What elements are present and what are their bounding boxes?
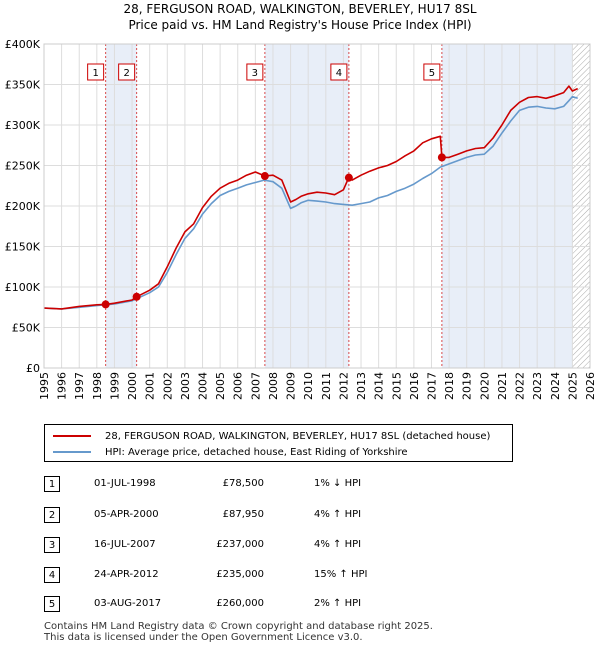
sale-label-number: 4 bbox=[336, 68, 342, 79]
transaction-price: £235,000 bbox=[216, 569, 264, 580]
footer-copyright: Contains HM Land Registry data © Crown c… bbox=[44, 621, 433, 632]
x-tick-label: 2026 bbox=[584, 372, 597, 400]
x-tick-label: 1996 bbox=[56, 372, 69, 400]
x-tick-label: 2020 bbox=[478, 372, 491, 400]
x-tick-label: 2024 bbox=[549, 372, 562, 400]
transaction-date: 03-AUG-2017 bbox=[94, 598, 162, 609]
hpi-line bbox=[43, 95, 578, 310]
transaction-number: 3 bbox=[44, 537, 60, 553]
legend: 28, FERGUSON ROAD, WALKINGTON, BEVERLEY,… bbox=[44, 424, 513, 462]
y-tick-label: £50K bbox=[12, 322, 41, 335]
x-tick-label: 2022 bbox=[514, 372, 527, 400]
transaction-number: 1 bbox=[44, 476, 60, 492]
x-tick-label: 2010 bbox=[302, 372, 315, 400]
price-chart: 1 2 3 4 5 £0 £50K £100K £150K £200K £250K £300K £35… bbox=[5, 38, 597, 400]
transaction-price: £237,000 bbox=[216, 539, 264, 550]
sale-label-box bbox=[87, 63, 105, 81]
x-tick-label: 2002 bbox=[161, 372, 174, 400]
x-tick-label: 2000 bbox=[126, 372, 139, 400]
series bbox=[43, 85, 579, 310]
plot-frame bbox=[43, 43, 591, 369]
transaction-date: 05-APR-2000 bbox=[94, 509, 159, 520]
x-tick-label: 2003 bbox=[179, 372, 192, 400]
x-tick-label: 2007 bbox=[249, 372, 262, 400]
sale-label-number: 5 bbox=[429, 68, 435, 79]
transaction-number: 4 bbox=[44, 567, 60, 583]
sale-point bbox=[101, 300, 110, 309]
transaction-hpi: 15% ↑ HPI bbox=[314, 569, 368, 580]
x-tick-label: 2025 bbox=[566, 372, 579, 400]
x-tick-label: 2019 bbox=[461, 372, 474, 400]
legend-hpi-label: HPI: Average price, detached house, East… bbox=[105, 446, 408, 458]
sale-label-number: 2 bbox=[123, 68, 129, 79]
x-tick-label: 2013 bbox=[355, 372, 368, 400]
x-tick-label: 2012 bbox=[337, 372, 350, 400]
y-tick-label: £250K bbox=[5, 160, 41, 173]
sale-point bbox=[344, 173, 353, 182]
y-tick-label: £400K bbox=[5, 38, 41, 51]
sale-markers bbox=[101, 153, 446, 309]
legend-hpi-swatch bbox=[53, 451, 91, 453]
x-tick-label: 2008 bbox=[267, 372, 280, 400]
sale-label-number: 1 bbox=[92, 68, 98, 79]
transaction-date: 01-JUL-1998 bbox=[94, 478, 156, 489]
x-tick-label: 2016 bbox=[408, 372, 421, 400]
sale-label-box bbox=[330, 63, 348, 81]
x-tick-label: 2005 bbox=[214, 372, 227, 400]
transaction-date: 16-JUL-2007 bbox=[94, 539, 156, 550]
sale-point bbox=[260, 172, 269, 181]
x-tick-label: 2011 bbox=[320, 372, 333, 400]
y-tick-label: £150K bbox=[5, 241, 41, 254]
sale-label-number: 3 bbox=[252, 68, 258, 79]
transaction-hpi: 4% ↑ HPI bbox=[314, 539, 362, 550]
x-tick-label: 1995 bbox=[38, 372, 51, 400]
x-tick-label: 1997 bbox=[73, 372, 86, 400]
chart-title-line1: 28, FERGUSON ROAD, WALKINGTON, BEVERLEY,… bbox=[123, 2, 477, 16]
legend-item-hpi: HPI: Average price, detached house, East… bbox=[53, 444, 408, 460]
sale-labels: 1 2 3 4 5 bbox=[87, 63, 441, 81]
x-tick-label: 2023 bbox=[531, 372, 544, 400]
sale-label-box bbox=[423, 63, 441, 81]
x-tick-label: 2004 bbox=[197, 372, 210, 400]
x-tick-label: 2017 bbox=[425, 372, 438, 400]
sale-vlines bbox=[105, 44, 443, 368]
x-tick-label: 2018 bbox=[443, 372, 456, 400]
y-tick-label: £350K bbox=[5, 79, 41, 92]
x-tick-label: 2014 bbox=[373, 372, 386, 400]
legend-property-label: 28, FERGUSON ROAD, WALKINGTON, BEVERLEY,… bbox=[105, 430, 491, 442]
y-tick-label: £0 bbox=[26, 362, 40, 375]
footer-license: This data is licensed under the Open Gov… bbox=[44, 632, 363, 643]
x-tick-label: 2009 bbox=[285, 372, 298, 400]
legend-item-property: 28, FERGUSON ROAD, WALKINGTON, BEVERLEY,… bbox=[53, 428, 490, 444]
transaction-price: £87,950 bbox=[222, 509, 264, 520]
sale-label-box bbox=[246, 63, 264, 81]
x-tick-label: 2015 bbox=[390, 372, 403, 400]
x-tick-label: 2021 bbox=[496, 372, 509, 400]
y-tick-label: £200K bbox=[5, 200, 41, 213]
x-tick-label: 1998 bbox=[91, 372, 104, 400]
transaction-price: £260,000 bbox=[216, 598, 264, 609]
transaction-date: 24-APR-2012 bbox=[94, 569, 159, 580]
y-tick-label: £300K bbox=[5, 119, 41, 132]
transaction-number: 5 bbox=[44, 596, 60, 612]
x-tick-label: 1999 bbox=[108, 372, 121, 400]
transaction-hpi: 4% ↑ HPI bbox=[314, 509, 362, 520]
legend-property-swatch bbox=[53, 435, 91, 437]
x-tick-label: 2006 bbox=[232, 372, 245, 400]
y-tick-label: £100K bbox=[5, 281, 41, 294]
transaction-hpi: 1% ↓ HPI bbox=[314, 478, 362, 489]
transaction-price: £78,500 bbox=[222, 478, 264, 489]
x-tick-label: 2001 bbox=[144, 372, 157, 400]
sale-label-box bbox=[118, 63, 136, 81]
axes: £0 £50K £100K £150K £200K £250K £300K £350K £400… bbox=[5, 38, 597, 400]
sale-point bbox=[132, 292, 141, 301]
sale-point bbox=[437, 153, 446, 162]
chart-title-line2: Price paid vs. HM Land Registry's House … bbox=[128, 18, 472, 32]
transaction-number: 2 bbox=[44, 507, 60, 523]
property-price-line bbox=[43, 85, 579, 310]
transaction-hpi: 2% ↑ HPI bbox=[314, 598, 362, 609]
